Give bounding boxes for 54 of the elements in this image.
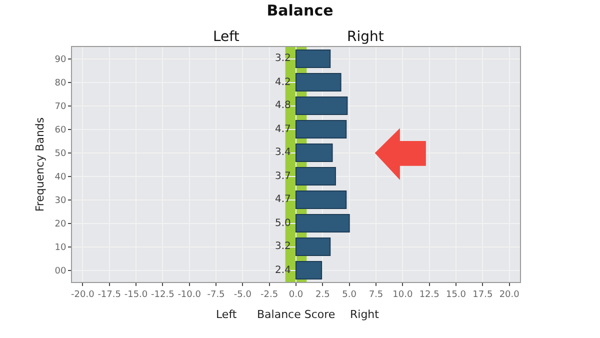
x-tick-label: -10.0 [178, 290, 202, 300]
bar [296, 260, 322, 280]
x-tick-label: -20.0 [71, 290, 95, 300]
x-tick-label: 0.0 [288, 290, 304, 300]
bar [296, 166, 336, 186]
bar [296, 96, 348, 116]
y-tick-label: 60 [54, 125, 66, 136]
bar [296, 214, 350, 233]
x-tick-label: 7.5 [368, 290, 384, 300]
y-tick-label: 00 [54, 266, 66, 276]
text: Right [350, 308, 380, 321]
text: 3.2 [275, 241, 291, 252]
text: 4.7 [275, 124, 291, 135]
x-tick-label: -5.0 [234, 290, 252, 300]
text: 3.7 [275, 171, 291, 182]
y-tick-label: 50 [54, 148, 66, 159]
y-axis-title: Frequency Bands [33, 117, 46, 212]
y-tick-label: 70 [54, 102, 66, 112]
x-tick-label: 12.5 [419, 290, 440, 300]
text: 5.0 [275, 218, 291, 229]
bar [296, 143, 333, 162]
bar [296, 72, 342, 92]
x-tick-label: -2.5 [260, 290, 278, 300]
text: 4.2 [275, 77, 291, 88]
text: Left [216, 308, 238, 321]
y-tick-label: 90 [54, 54, 66, 65]
x-axis-title: Balance Score [257, 308, 336, 321]
text: 4.7 [275, 194, 291, 205]
text: 3.4 [275, 147, 291, 158]
text: Left [213, 29, 240, 45]
bar [296, 49, 331, 68]
x-tick-label: 17.5 [472, 290, 493, 300]
y-tick-label: 30 [54, 196, 66, 206]
y-tick-label: 80 [54, 78, 66, 88]
x-tick-label: -17.5 [98, 290, 121, 300]
text: 2.4 [275, 265, 291, 276]
chart-title: Balance [266, 2, 334, 20]
x-tick-label: 15.0 [446, 290, 466, 300]
bar [296, 190, 347, 210]
x-tick-label: -7.5 [207, 290, 225, 300]
y-tick-label: 40 [54, 172, 66, 182]
text: 4.8 [275, 100, 291, 111]
x-tick-label: 2.5 [316, 290, 330, 300]
y-tick-label: 20 [54, 219, 66, 230]
y-tick-label: 10 [54, 242, 66, 253]
text: Right [347, 29, 384, 45]
x-tick-label: 10.0 [392, 290, 413, 300]
x-tick-label: -12.5 [151, 290, 174, 300]
x-tick-label: 5.0 [342, 290, 357, 300]
bar [296, 237, 331, 256]
x-tick-label: -15.0 [124, 290, 148, 300]
bar [296, 120, 347, 139]
x-tick-label: 20.0 [499, 290, 520, 300]
text: 3.2 [275, 53, 291, 64]
